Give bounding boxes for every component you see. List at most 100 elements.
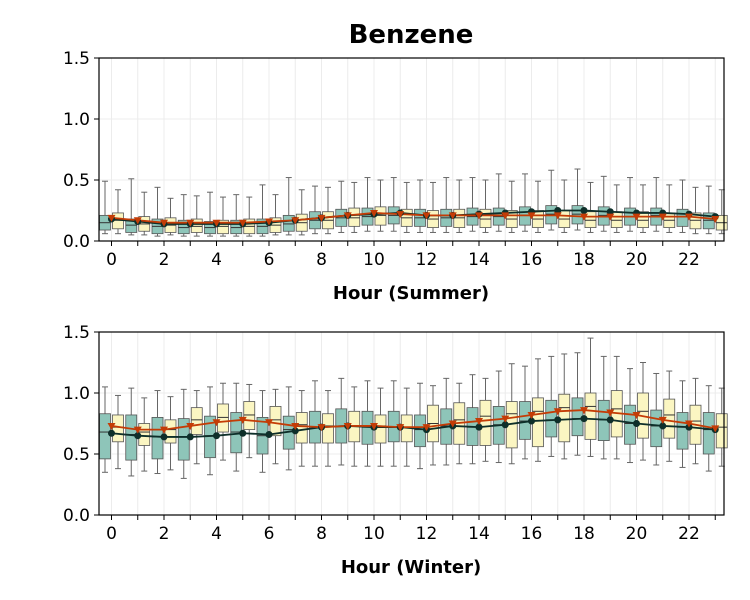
series-a-point xyxy=(554,207,562,214)
x-tick-label: 18 xyxy=(573,524,595,544)
y-tick-label: 0.0 xyxy=(63,506,90,526)
series-a-point xyxy=(291,427,299,435)
y-tick-label: 0.5 xyxy=(63,171,90,191)
series-line-a xyxy=(111,417,716,438)
series-b-point xyxy=(580,213,588,221)
x-axis-label-summer: Hour (Summer) xyxy=(333,283,489,304)
x-tick-label: 2 xyxy=(159,250,170,270)
series-a-point xyxy=(239,429,247,437)
series-a-point xyxy=(606,416,614,424)
box xyxy=(650,409,663,448)
box xyxy=(584,392,597,440)
series-a-point xyxy=(160,433,168,441)
series-b-point xyxy=(212,419,221,427)
chart-title: Benzene xyxy=(349,20,474,50)
series-b-point xyxy=(422,212,431,220)
y-tick-label: 1.0 xyxy=(63,384,90,404)
series-b-point xyxy=(658,416,667,424)
x-tick-label: 8 xyxy=(316,524,327,544)
x-tick-label: 20 xyxy=(626,250,648,270)
panel-summer: 0 2 4 6 8 10 12 14 16 18 20 22 0.0 0.5 1.0 1.5 xyxy=(63,49,728,270)
box xyxy=(676,208,689,227)
series-b-point xyxy=(580,407,588,415)
series-b-point xyxy=(448,420,457,428)
series-b-point xyxy=(133,426,142,434)
series-b-point xyxy=(107,214,116,222)
series-b-point xyxy=(317,424,326,432)
series-a-point xyxy=(213,432,220,440)
box xyxy=(190,407,203,435)
x-tick-label: 12 xyxy=(416,524,438,544)
series-b-point xyxy=(422,424,431,432)
x-tick-label: 8 xyxy=(316,250,327,270)
series-a-point xyxy=(606,208,614,216)
series-b-point xyxy=(448,212,457,220)
series-a-point xyxy=(186,433,194,441)
series-b-point xyxy=(685,420,693,428)
box xyxy=(164,419,177,444)
x-axis: 0 2 4 6 8 10 12 14 16 18 20 22 xyxy=(106,241,716,270)
series-b-point xyxy=(212,219,221,227)
axes-frame xyxy=(98,331,725,516)
box xyxy=(689,212,702,230)
series-b-point xyxy=(317,214,326,222)
series-a-point xyxy=(501,421,509,429)
x-tick-label: 6 xyxy=(264,524,275,544)
series-b-point xyxy=(475,418,483,426)
y-tick-label: 1.5 xyxy=(63,323,90,343)
series-b-point xyxy=(186,422,195,430)
y-tick-label: 0.0 xyxy=(63,232,90,252)
series-b-point xyxy=(527,212,536,220)
series-b-point xyxy=(475,212,483,220)
series-b-point xyxy=(160,426,168,434)
box-group xyxy=(99,168,728,237)
box xyxy=(637,211,649,228)
series-b-point xyxy=(606,409,615,417)
series-b-point xyxy=(711,425,720,433)
series-b-point xyxy=(658,213,667,221)
panel-winter: 0 2 4 6 8 10 12 14 16 18 20 22 0.0 0.5 1.0 1.5 xyxy=(63,323,728,544)
series-b-point xyxy=(606,213,615,221)
x-tick-label: 6 xyxy=(264,250,275,270)
x-tick-label: 20 xyxy=(626,524,648,544)
series-b-point xyxy=(160,219,168,227)
series-b-point xyxy=(238,219,247,227)
box xyxy=(217,403,229,433)
box xyxy=(676,412,689,450)
x-tick-label: 2 xyxy=(159,524,170,544)
x-tick-label: 14 xyxy=(468,250,490,270)
series-b-point xyxy=(265,419,273,427)
x-tick-label: 4 xyxy=(211,524,222,544)
series-b-point xyxy=(265,218,273,226)
x-tick-label: 0 xyxy=(106,250,117,270)
series-b-point xyxy=(632,213,641,221)
series-a-point xyxy=(580,415,588,423)
box xyxy=(112,414,124,443)
series-b-point xyxy=(501,415,510,423)
x-tick-label: 16 xyxy=(521,250,543,270)
series-b-point xyxy=(553,408,562,416)
series-b-point xyxy=(186,219,195,227)
trend-lines xyxy=(107,207,720,228)
series-b-point xyxy=(396,424,405,432)
x-tick-label: 14 xyxy=(468,524,490,544)
box xyxy=(479,399,492,446)
series-b-point xyxy=(291,217,300,225)
series-b-point xyxy=(370,209,378,217)
series-a-point xyxy=(475,423,483,431)
x-tick-label: 10 xyxy=(363,250,385,270)
series-b-point xyxy=(107,422,116,430)
series-b-point xyxy=(370,422,378,430)
series-b-point xyxy=(343,212,352,220)
y-axis: 0.0 0.5 1.0 1.5 xyxy=(63,49,99,252)
x-tick-label: 4 xyxy=(211,250,222,270)
series-a-point xyxy=(108,429,115,437)
series-a-point xyxy=(659,422,667,430)
box xyxy=(453,208,466,228)
trend-lines xyxy=(107,407,720,441)
series-b-point xyxy=(711,216,720,224)
series-line-b xyxy=(111,409,716,431)
series-a-point xyxy=(633,420,640,427)
box xyxy=(584,211,597,228)
